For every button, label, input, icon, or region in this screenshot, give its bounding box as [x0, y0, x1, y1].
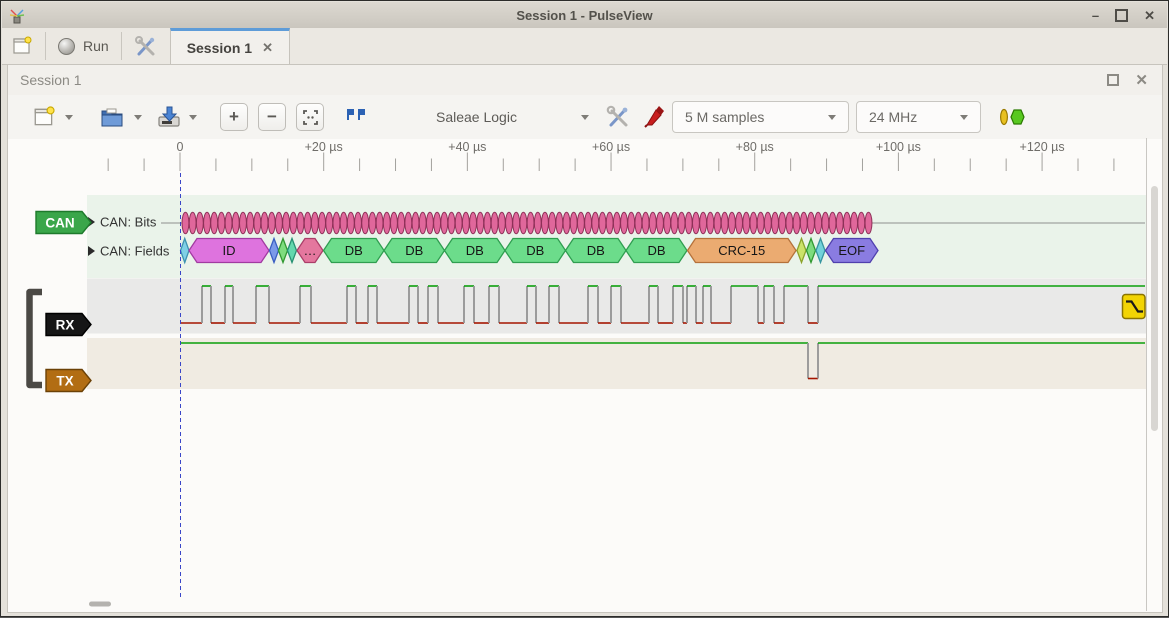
- maximize-icon[interactable]: [1115, 8, 1129, 22]
- wrench-screwdriver-icon: [606, 105, 628, 127]
- dock-close-icon[interactable]: ✕: [1135, 72, 1148, 89]
- settings-button[interactable]: [125, 28, 167, 64]
- run-button[interactable]: Run: [49, 28, 118, 64]
- minimize-icon[interactable]: –: [1091, 7, 1100, 23]
- window-title: Session 1 - PulseView: [516, 7, 653, 23]
- zoom-out-button[interactable]: −: [258, 103, 286, 131]
- chevron-down-icon: [189, 114, 197, 120]
- main-toolbar: Run Session 1 ✕: [2, 28, 1167, 65]
- dock-title: Session 1: [20, 72, 82, 88]
- device-dropdown[interactable]: [581, 95, 589, 139]
- save-icon: [158, 106, 180, 127]
- new-view-dropdown[interactable]: [65, 95, 73, 139]
- save-button[interactable]: [155, 95, 183, 139]
- sample-rate-combo[interactable]: 24 MHz: [856, 101, 981, 133]
- chevron-down-icon: [65, 114, 73, 120]
- device-selector[interactable]: Saleae Logic: [436, 95, 517, 139]
- chevron-down-icon: [581, 114, 589, 120]
- zoom-fit-button[interactable]: [296, 103, 324, 131]
- configure-device-button[interactable]: [604, 95, 632, 139]
- trace-view[interactable]: [8, 139, 1162, 612]
- session-subwindow: Session 1 ✕: [7, 64, 1163, 613]
- tab-close-icon[interactable]: ✕: [262, 39, 273, 55]
- zoom-to-flags-button[interactable]: [342, 95, 368, 139]
- open-folder-icon: [101, 108, 123, 127]
- new-session-icon: [13, 36, 32, 54]
- titlebar[interactable]: Session 1 - PulseView – ✕: [2, 2, 1167, 29]
- run-label: Run: [83, 38, 109, 54]
- new-view-icon: [34, 106, 55, 126]
- chevron-down-icon: [828, 114, 836, 120]
- new-view-button[interactable]: [32, 95, 56, 139]
- chevron-down-icon: [960, 114, 968, 120]
- session-toolbar: + − Saleae Logic: [8, 95, 1162, 139]
- window-controls: – ✕: [1092, 2, 1155, 28]
- sample-count-value: 5 M samples: [685, 109, 765, 125]
- session-tab-label: Session 1: [186, 39, 253, 56]
- flags-icon: [347, 109, 365, 120]
- close-icon[interactable]: ✕: [1144, 7, 1155, 23]
- dock-controls: ✕: [1107, 71, 1148, 89]
- toolbar-separator: [45, 32, 46, 60]
- run-icon: [58, 37, 75, 55]
- open-button[interactable]: [98, 95, 126, 139]
- device-label: Saleae Logic: [436, 109, 517, 125]
- save-dropdown[interactable]: [189, 95, 197, 139]
- new-session-button[interactable]: [2, 28, 42, 64]
- zoom-in-button[interactable]: +: [220, 103, 248, 131]
- sample-rate-value: 24 MHz: [869, 109, 918, 125]
- pulseview-app-icon: [9, 8, 25, 24]
- open-dropdown[interactable]: [134, 95, 142, 139]
- dock-titlebar[interactable]: Session 1 ✕: [8, 65, 1162, 95]
- sample-count-combo[interactable]: 5 M samples: [672, 101, 849, 133]
- wrench-screwdriver-icon: [134, 36, 155, 56]
- dock-restore-icon[interactable]: [1107, 74, 1120, 86]
- session-tab[interactable]: Session 1 ✕: [169, 28, 290, 64]
- decoder-icon: [999, 108, 1025, 126]
- toolbar-separator: [120, 32, 122, 60]
- add-decoder-button[interactable]: [998, 95, 1026, 139]
- chevron-down-icon: [134, 114, 142, 120]
- channels-button[interactable]: [642, 95, 666, 139]
- probe-icon: [644, 106, 664, 128]
- zoom-fit-icon: [302, 109, 318, 125]
